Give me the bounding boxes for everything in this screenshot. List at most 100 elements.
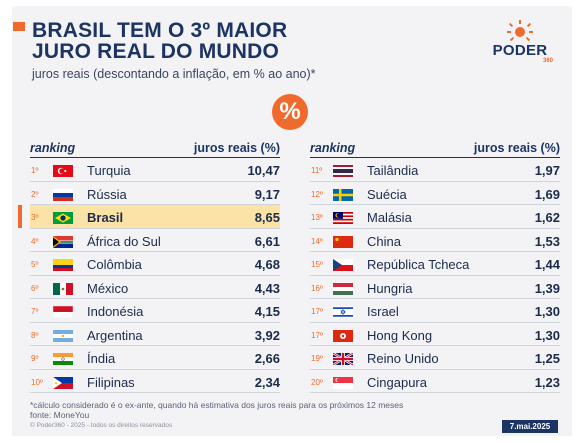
interest-value: 1,30 (534, 327, 560, 343)
table-row: 8º Argentina 3,92 (30, 323, 280, 346)
table-row: 13º Malásia 1,62 (310, 205, 560, 229)
czech-flag-icon (333, 258, 353, 271)
country-name: Rússia (87, 186, 127, 202)
interest-value: 1,53 (534, 233, 560, 249)
rank-label: 5º (31, 260, 39, 269)
rank-label: 11º (311, 166, 323, 175)
interest-value: 1,25 (534, 351, 560, 366)
singapore-flag-icon (333, 376, 353, 389)
interest-value: 1,39 (534, 280, 560, 296)
country-name: Hong Kong (367, 327, 433, 343)
header-value: juros reais (%) (193, 141, 280, 155)
footnote-source: fonte: MoneYou (30, 410, 90, 420)
israel-flag-icon (333, 305, 353, 318)
table-body-right: 11º Tailândia 1,97 12º Suécia 1,69 13º Malásia 1… (310, 158, 560, 393)
country-name: República Tcheca (367, 257, 470, 272)
south-africa-flag-icon (53, 235, 73, 248)
table-row: 15º República Tcheca 1,44 (310, 252, 560, 276)
country-name: México (87, 280, 129, 296)
country-name: Reino Unido (367, 351, 439, 366)
footnote-note: *cálculo considerado é o ex-ante, quando… (30, 400, 404, 410)
country-name: China (367, 233, 401, 249)
rank-label: 1º (31, 166, 39, 175)
country-name: Tailândia (367, 163, 419, 178)
colombia-flag-icon (53, 258, 73, 271)
hong-kong-flag-icon (333, 329, 353, 342)
table-row: 19º Reino Unido 1,25 (310, 346, 560, 370)
table-row: 17º Israel 1,30 (310, 299, 560, 323)
ranking-table-right: ranking juros reais (%) 11º Tailândia 1,97… (310, 138, 560, 393)
china-flag-icon (333, 235, 353, 248)
rank-label: 8º (31, 330, 39, 340)
table-row: 11º Tailândia 1,97 (310, 158, 560, 182)
rank-label: 10º (31, 377, 43, 387)
interest-value: 10,47 (247, 163, 280, 178)
interest-value: 2,66 (254, 351, 280, 366)
percent-badge: % (272, 94, 308, 130)
rank-label: 13º (311, 213, 323, 222)
highlight-marker (18, 205, 22, 228)
date-badge: 7.mai.2025 (502, 420, 558, 433)
rank-label: 3º (31, 213, 39, 222)
interest-value: 2,34 (254, 374, 280, 390)
interest-value: 4,43 (254, 280, 280, 296)
india-flag-icon (53, 352, 73, 365)
table-row: 4º África do Sul 6,61 (30, 229, 280, 252)
table-row: 17º Hong Kong 1,30 (310, 323, 560, 346)
table-row: 12º Suécia 1,69 (310, 182, 560, 205)
mexico-flag-icon (53, 282, 73, 295)
interest-value: 1,44 (534, 257, 560, 272)
rank-label: 20º (311, 377, 323, 387)
footnote: *cálculo considerado é o ex-ante, quando… (30, 400, 403, 420)
turkey-flag-icon (53, 164, 73, 177)
title-line-2: JURO REAL DO MUNDO (32, 40, 280, 63)
country-name: África do Sul (87, 233, 161, 249)
country-name: Colômbia (87, 257, 142, 272)
country-name: Brasil (87, 210, 124, 225)
country-name: Filipinas (87, 374, 135, 390)
table-header: ranking juros reais (%) (310, 138, 560, 158)
ranking-table-left: ranking juros reais (%) 1º Turquia 10,47 2º… (18, 138, 280, 393)
sun-icon (507, 20, 533, 42)
table-row: 7º Indonésia 4,15 (30, 299, 280, 323)
table-row: 14º China 1,53 (310, 229, 560, 252)
rank-label: 2º (31, 189, 39, 199)
header-value: juros reais (%) (473, 141, 560, 155)
sweden-flag-icon (333, 188, 353, 201)
russia-flag-icon (53, 188, 73, 201)
interest-value: 4,15 (254, 304, 280, 319)
title-line-1: BRASIL TEM O 3º MAIOR (32, 19, 288, 42)
interest-value: 3,92 (254, 327, 280, 343)
rank-label: 9º (31, 354, 39, 363)
country-name: Argentina (87, 327, 143, 343)
interest-value: 1,62 (534, 210, 560, 225)
rank-label: 14º (311, 236, 323, 246)
subtitle: juros reais (descontando a inflação, em … (32, 67, 316, 81)
table-row: 5º Colômbia 4,68 (30, 252, 280, 276)
interest-value: 4,68 (254, 257, 280, 272)
rank-label: 15º (311, 260, 323, 269)
table-row: 9º Índia 2,66 (30, 346, 280, 370)
rank-label: 16º (311, 283, 323, 293)
rank-label: 17º (311, 307, 323, 316)
interest-value: 6,61 (254, 233, 280, 249)
malaysia-flag-icon (333, 211, 353, 224)
indonesia-flag-icon (52, 305, 74, 319)
country-name: Turquia (87, 163, 131, 178)
table-row: 10º Filipinas 2,34 (30, 370, 280, 393)
table-row: 6º México 4,43 (30, 276, 280, 299)
interest-value: 1,30 (534, 304, 560, 319)
table-row: 20º Cingapura 1,23 (310, 370, 560, 393)
table-header: ranking juros reais (%) (30, 138, 280, 158)
rank-label: 19º (311, 354, 323, 363)
table-row: 2º Rússia 9,17 (30, 182, 280, 205)
logo-sub: 360 (542, 58, 553, 64)
country-name: Índia (87, 351, 116, 366)
page-title: BRASIL TEM O 3º MAIOR JURO REAL DO MUNDO (32, 20, 287, 62)
header-ranking: ranking (310, 141, 356, 155)
logo-text: PODER (492, 42, 548, 59)
uk-flag-icon (332, 351, 354, 367)
accent-bar (13, 22, 25, 31)
country-name: Malásia (367, 210, 412, 225)
poder360-logo: PODER 360 (485, 20, 555, 70)
